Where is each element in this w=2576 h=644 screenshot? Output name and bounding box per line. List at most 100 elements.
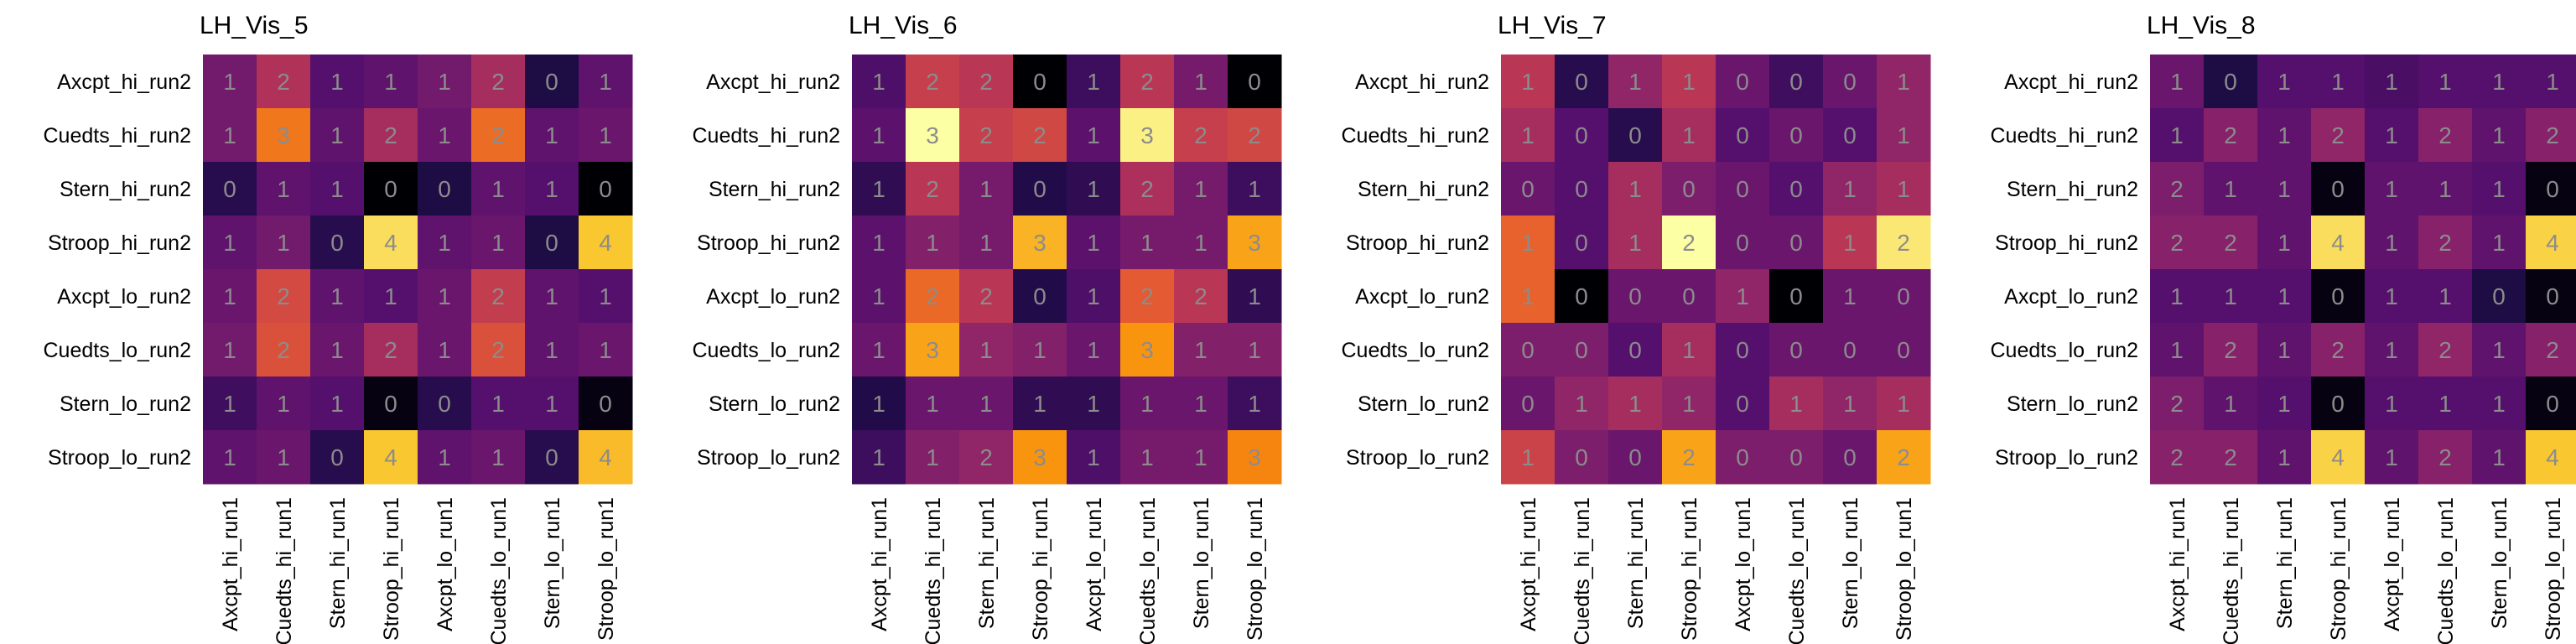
heatmap-cell (1877, 377, 1931, 431)
col-tick-label: Stroop_lo_run1 (1893, 497, 1916, 641)
heatmap-cell (1769, 269, 1824, 324)
heatmap-cell (203, 323, 257, 377)
heatmap-cell (579, 55, 633, 109)
heatmap-cell (2418, 377, 2473, 431)
cell-value-label: 0 (1575, 176, 1588, 202)
row-tick-label: Stroop_lo_run2 (697, 446, 840, 470)
heatmap-cell (2204, 55, 2258, 109)
col-tick-label: Stern_hi_run1 (326, 497, 350, 629)
cell-value-label: 4 (384, 230, 397, 256)
cell-value-label: 1 (2385, 283, 2398, 309)
row-tick-label: Stroop_lo_run2 (48, 446, 191, 470)
row-tick-label: Axcpt_lo_run2 (706, 285, 840, 309)
cell-value-label: 1 (1843, 230, 1857, 256)
cell-value-label: 1 (1575, 391, 1588, 417)
heatmap-cell (906, 162, 960, 216)
cell-value-label: 0 (1575, 69, 1588, 95)
heatmap-cell (1769, 108, 1824, 163)
cell-value-label: 0 (1789, 444, 1803, 470)
heatmap-cell (525, 323, 579, 377)
heatmap-cell (2257, 55, 2312, 109)
cell-value-label: 3 (1033, 230, 1046, 256)
heatmap-cell (852, 269, 906, 324)
row-tick-label: Stroop_hi_run2 (697, 231, 840, 255)
cell-value-label: 0 (1033, 283, 1046, 309)
heatmap-cell (2257, 108, 2312, 163)
cell-value-label: 0 (1789, 122, 1803, 148)
heatmap-cell (1769, 216, 1824, 270)
cell-value-label: 1 (2277, 230, 2291, 256)
cell-value-label: 3 (1248, 444, 1261, 470)
cell-value-label: 1 (1248, 283, 1261, 309)
row-tick-label: Cuedts_hi_run2 (1341, 124, 1489, 148)
heatmap-cell (1555, 430, 1609, 485)
cell-value-label: 0 (1521, 391, 1535, 417)
cell-value-label: 1 (545, 283, 558, 309)
cell-value-label: 1 (1087, 444, 1100, 470)
heatmap-panel-2: LH_Vis_6 1 2 2 0 1 2 1 0 1 3 2 2 1 3 2 2 1 2 1 0 1 2 1 1 1 1 1 3 1 1 1 3… (692, 12, 1282, 644)
heatmap-cell (1877, 323, 1931, 377)
cell-value-label: 0 (1033, 176, 1046, 202)
cell-value-label: 1 (1087, 391, 1100, 417)
heatmap-cell (2526, 216, 2576, 270)
heatmap-cell (906, 430, 960, 485)
cell-value-label: 3 (1248, 230, 1261, 256)
heatmap-cell (1877, 269, 1931, 324)
row-tick-label: Axcpt_lo_run2 (1355, 285, 1489, 309)
cell-value-label: 1 (1248, 337, 1261, 363)
col-tick-label: Stern_lo_run1 (1839, 497, 1862, 629)
cell-value-label: 1 (2438, 391, 2452, 417)
cell-value-label: 0 (2546, 176, 2559, 202)
row-tick-label: Cuedts_hi_run2 (692, 124, 840, 148)
cell-value-label: 0 (1736, 230, 1749, 256)
heatmap-cell (1608, 162, 1663, 216)
cell-value-label: 1 (277, 391, 290, 417)
panel-title: LH_Vis_6 (849, 12, 958, 39)
cell-value-label: 1 (1628, 69, 1642, 95)
cell-value-label: 1 (1682, 337, 1696, 363)
cell-value-label: 0 (2492, 283, 2506, 309)
heatmap-cell (1716, 162, 1770, 216)
heatmap-cell (471, 162, 526, 216)
cell-value-label: 1 (223, 230, 236, 256)
cell-value-label: 2 (1897, 230, 1910, 256)
heatmap-cell (1067, 162, 1121, 216)
heatmap-cell (579, 430, 633, 485)
cell-value-label: 2 (2438, 444, 2452, 470)
cell-value-label: 0 (1789, 176, 1803, 202)
cell-value-label: 1 (1248, 391, 1261, 417)
col-tick-label: Stroop_hi_run1 (1029, 497, 1052, 641)
cell-value-label: 1 (1789, 391, 1803, 417)
cell-value-label: 1 (979, 391, 993, 417)
cell-value-label: 1 (1194, 444, 1208, 470)
col-tick-label: Cuedts_lo_run1 (1136, 497, 1160, 644)
cell-value-label: 1 (384, 69, 397, 95)
col-tick-label: Cuedts_lo_run1 (1785, 497, 1809, 644)
cell-value-label: 2 (491, 283, 505, 309)
heatmap-cell (310, 269, 365, 324)
heatmap-cell (418, 55, 472, 109)
heatmap-cell (1662, 108, 1716, 163)
cell-value-label: 1 (872, 391, 886, 417)
cell-value-label: 0 (1736, 337, 1749, 363)
cell-value-label: 2 (491, 122, 505, 148)
heatmap-cell (852, 323, 906, 377)
cell-value-label: 1 (1033, 337, 1046, 363)
heatmap-cell (471, 323, 526, 377)
cell-value-label: 2 (2438, 122, 2452, 148)
heatmap-cell (257, 269, 311, 324)
cell-value-label: 1 (330, 337, 344, 363)
heatmap-panel-1: LH_Vis_5 1 2 1 1 1 2 0 1 1 3 1 2 1 2 1 1 0 1 1 0 0 1 1 0 1 1 0 4 1 1 0 4… (43, 12, 633, 644)
cell-value-label: 1 (1087, 122, 1100, 148)
cell-value-label: 1 (1087, 69, 1100, 95)
cell-value-label: 3 (926, 122, 939, 148)
heatmap-cell (1769, 430, 1824, 485)
heatmap-cell (418, 108, 472, 163)
cell-value-label: 1 (2170, 283, 2184, 309)
row-tick-label: Axcpt_hi_run2 (706, 70, 840, 94)
cell-value-label: 2 (979, 444, 993, 470)
cell-value-label: 1 (926, 391, 939, 417)
cell-value-label: 1 (1682, 69, 1696, 95)
cell-value-label: 1 (599, 122, 612, 148)
heatmap-cell (257, 216, 311, 270)
